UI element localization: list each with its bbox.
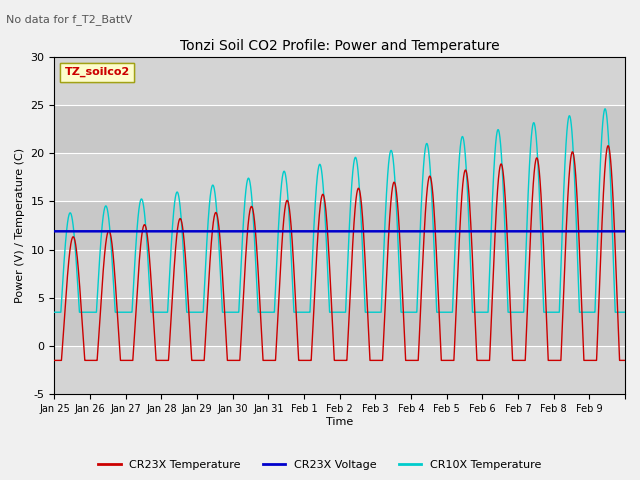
Bar: [54, 298, 625, 346]
Bar: [54, 57, 625, 105]
Bar: [54, 346, 625, 394]
Legend: TZ_soilco2: TZ_soilco2: [60, 62, 134, 82]
Bar: [54, 202, 625, 250]
Bar: [54, 105, 625, 153]
Text: No data for f_T2_BattV: No data for f_T2_BattV: [6, 14, 132, 25]
Title: Tonzi Soil CO2 Profile: Power and Temperature: Tonzi Soil CO2 Profile: Power and Temper…: [180, 39, 499, 53]
Bar: [54, 250, 625, 298]
Bar: [54, 153, 625, 202]
Y-axis label: Power (V) / Temperature (C): Power (V) / Temperature (C): [15, 148, 25, 303]
Legend: CR23X Temperature, CR23X Voltage, CR10X Temperature: CR23X Temperature, CR23X Voltage, CR10X …: [94, 456, 546, 474]
X-axis label: Time: Time: [326, 417, 353, 427]
